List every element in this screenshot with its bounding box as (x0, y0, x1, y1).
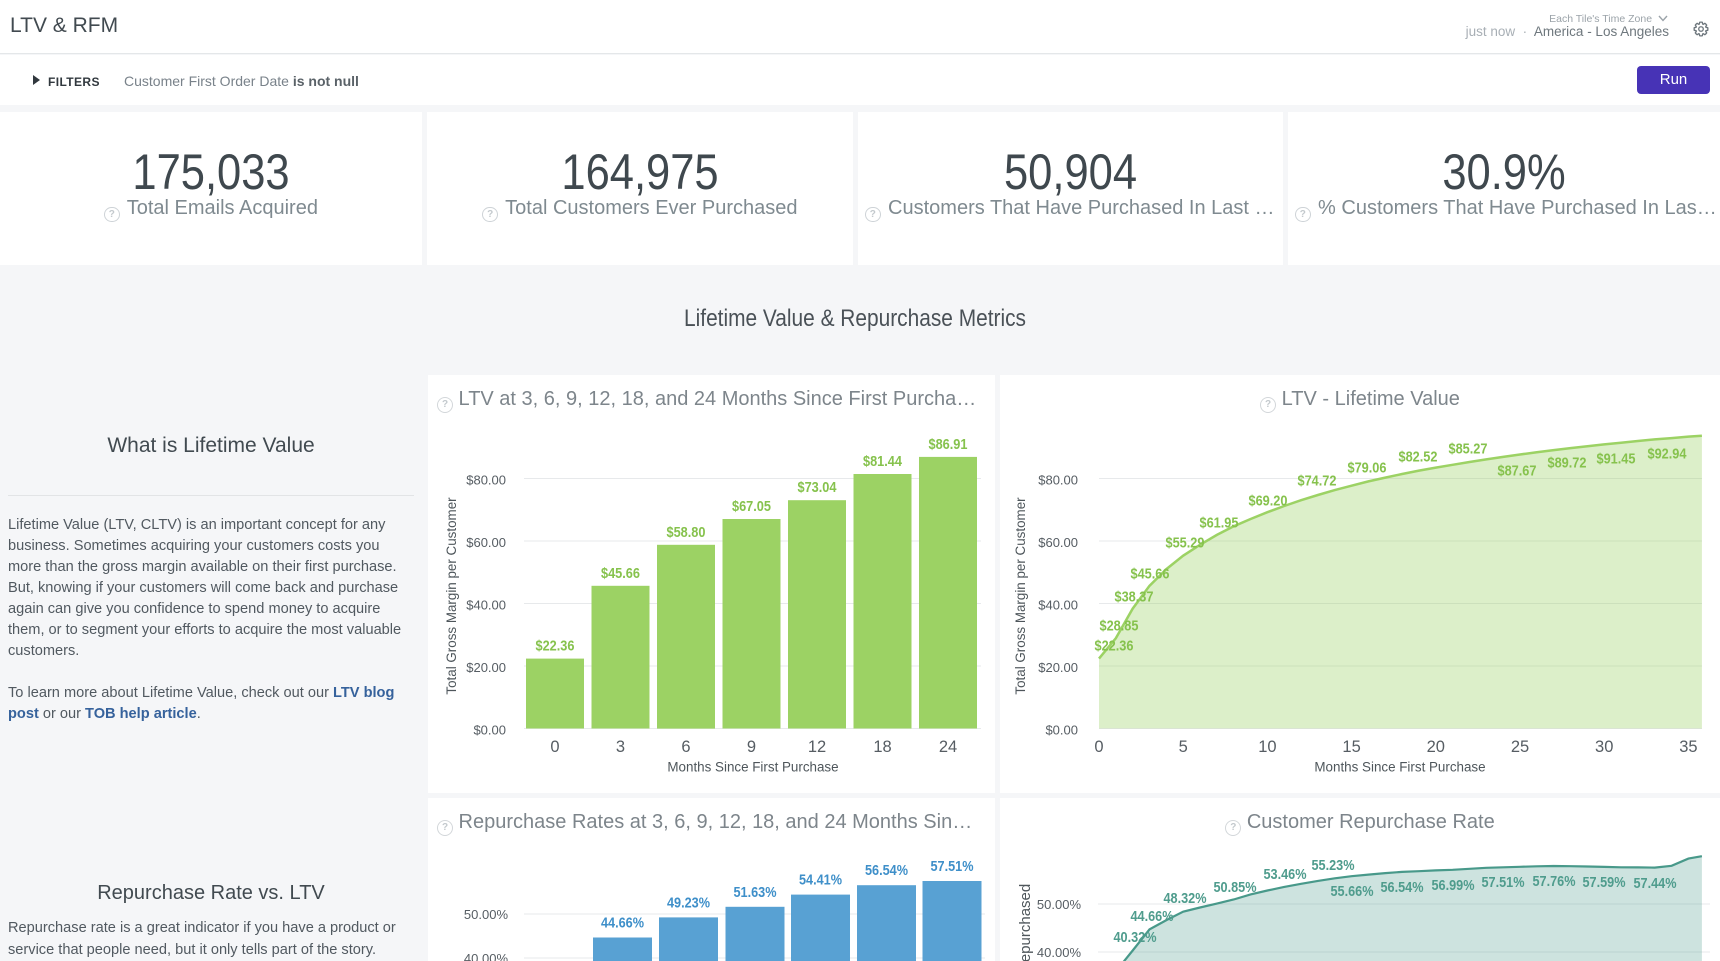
svg-text:$89.72: $89.72 (1548, 455, 1587, 472)
svg-text:57.44%: 57.44% (1634, 875, 1677, 892)
svg-text:$67.05: $67.05 (732, 498, 771, 515)
svg-text:20: 20 (1427, 738, 1445, 756)
svg-text:$73.04: $73.04 (798, 479, 838, 496)
svg-text:3: 3 (616, 738, 625, 756)
svg-text:44.66%: 44.66% (1131, 908, 1174, 925)
svg-text:$91.45: $91.45 (1597, 451, 1636, 468)
svg-text:48.32%: 48.32% (1164, 890, 1207, 907)
svg-text:44.66%: 44.66% (601, 915, 644, 932)
svg-text:$28.85: $28.85 (1100, 618, 1139, 635)
svg-text:57.59%: 57.59% (1583, 874, 1626, 891)
svg-text:$55.29: $55.29 (1166, 535, 1205, 552)
svg-text:49.23%: 49.23% (667, 894, 710, 911)
svg-text:Total Gross Margin per Custome: Total Gross Margin per Customer (1013, 497, 1028, 695)
svg-text:57.51%: 57.51% (931, 858, 974, 875)
svg-text:50.00%: 50.00% (1037, 897, 1082, 912)
svg-text:12: 12 (808, 738, 826, 756)
svg-text:Repurchased: Repurchased (1017, 884, 1034, 961)
svg-text:$80.00: $80.00 (466, 473, 506, 488)
svg-text:$40.00: $40.00 (466, 598, 506, 613)
svg-text:6: 6 (681, 738, 690, 756)
svg-text:55.23%: 55.23% (1312, 857, 1355, 874)
svg-text:$86.91: $86.91 (929, 436, 968, 453)
svg-text:$60.00: $60.00 (466, 535, 506, 550)
svg-text:$79.06: $79.06 (1348, 460, 1387, 477)
svg-text:25: 25 (1511, 738, 1529, 756)
svg-text:56.99%: 56.99% (1432, 877, 1475, 894)
svg-text:40.00%: 40.00% (1037, 945, 1082, 960)
svg-text:15: 15 (1342, 738, 1360, 756)
svg-text:57.76%: 57.76% (1533, 873, 1576, 890)
svg-text:$74.72: $74.72 (1298, 473, 1337, 490)
svg-text:$87.67: $87.67 (1498, 463, 1537, 480)
svg-text:51.63%: 51.63% (734, 884, 777, 901)
svg-text:$20.00: $20.00 (1038, 660, 1078, 675)
svg-text:$61.95: $61.95 (1200, 515, 1239, 532)
svg-text:$45.66: $45.66 (601, 565, 640, 582)
svg-text:Months Since First Purchase: Months Since First Purchase (1314, 760, 1485, 775)
svg-text:56.54%: 56.54% (865, 862, 908, 879)
svg-text:$58.80: $58.80 (667, 524, 706, 541)
svg-text:$60.00: $60.00 (1038, 535, 1078, 550)
svg-text:0: 0 (550, 738, 559, 756)
svg-text:5: 5 (1179, 738, 1188, 756)
svg-text:$22.36: $22.36 (1095, 638, 1134, 655)
svg-text:$82.52: $82.52 (1399, 449, 1438, 466)
svg-text:$69.20: $69.20 (1249, 493, 1288, 510)
svg-text:55.66%: 55.66% (1331, 883, 1374, 900)
svg-text:$38.37: $38.37 (1115, 589, 1154, 606)
svg-text:$85.27: $85.27 (1449, 441, 1488, 458)
svg-text:$80.00: $80.00 (1038, 473, 1078, 488)
svg-text:Total Gross Margin per Custome: Total Gross Margin per Customer (444, 497, 459, 695)
svg-text:$92.94: $92.94 (1648, 446, 1688, 463)
svg-text:10: 10 (1258, 738, 1276, 756)
svg-text:53.46%: 53.46% (1264, 866, 1307, 883)
svg-text:50.85%: 50.85% (1214, 879, 1257, 896)
svg-text:$40.00: $40.00 (1038, 598, 1078, 613)
svg-text:Months Since First Purchase: Months Since First Purchase (667, 760, 838, 775)
svg-text:40.00%: 40.00% (464, 951, 509, 961)
svg-text:50.00%: 50.00% (464, 907, 509, 922)
svg-text:40.32%: 40.32% (1114, 929, 1157, 946)
svg-text:35: 35 (1679, 738, 1697, 756)
svg-text:18: 18 (873, 738, 891, 756)
svg-text:9: 9 (747, 738, 756, 756)
svg-text:54.41%: 54.41% (799, 872, 842, 889)
svg-text:$81.44: $81.44 (863, 453, 903, 470)
svg-text:24: 24 (939, 738, 957, 756)
svg-text:57.51%: 57.51% (1482, 874, 1525, 891)
svg-text:$45.66: $45.66 (1131, 566, 1170, 583)
svg-text:30: 30 (1595, 738, 1613, 756)
svg-text:56.54%: 56.54% (1381, 879, 1424, 896)
svg-text:$0.00: $0.00 (473, 723, 506, 738)
svg-text:$0.00: $0.00 (1045, 723, 1078, 738)
svg-text:$22.36: $22.36 (536, 638, 575, 655)
svg-text:$20.00: $20.00 (466, 660, 506, 675)
svg-text:0: 0 (1094, 738, 1103, 756)
